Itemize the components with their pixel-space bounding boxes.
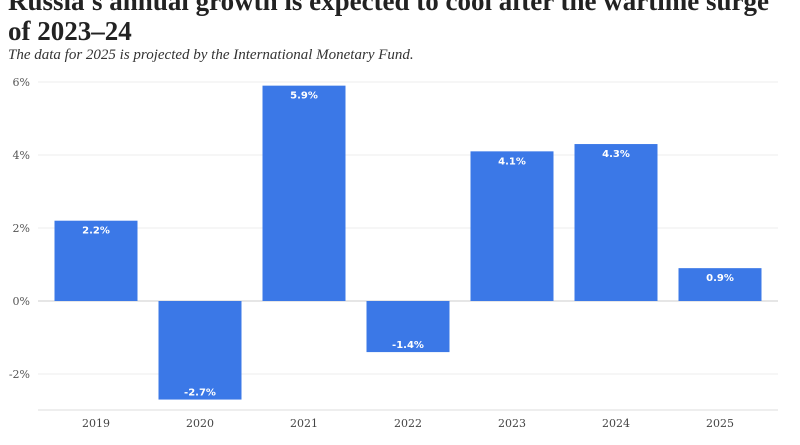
chart-title: Russia's annual growth is expected to co…: [8, 0, 769, 46]
bar: [262, 85, 346, 302]
x-tick-label: 2019: [82, 417, 110, 430]
x-tick-label: 2025: [706, 417, 734, 430]
y-tick-label: 6%: [13, 76, 30, 89]
bar: [158, 301, 242, 400]
data-label: -2.7%: [184, 388, 216, 399]
y-tick-label: 4%: [13, 149, 30, 162]
chart-subtitle: The data for 2025 is projected by the In…: [8, 47, 414, 63]
data-label: 4.1%: [498, 156, 526, 167]
y-tick-label: 0%: [13, 295, 30, 308]
bar: [470, 151, 554, 301]
x-tick-label: 2021: [290, 417, 318, 430]
data-label: 5.9%: [290, 91, 318, 102]
bar: [574, 144, 658, 301]
data-label: -1.4%: [392, 340, 424, 351]
data-label: 2.2%: [82, 226, 110, 237]
y-tick-label: 2%: [13, 222, 30, 235]
data-label: 4.3%: [602, 149, 630, 160]
bar: [678, 268, 762, 301]
bar: [366, 301, 450, 353]
bar: [54, 220, 138, 301]
y-tick-label: -2%: [9, 368, 30, 381]
x-tick-label: 2023: [498, 417, 526, 430]
x-tick-label: 2020: [186, 417, 214, 430]
x-tick-label: 2022: [394, 417, 422, 430]
x-tick-label: 2024: [602, 417, 630, 430]
data-label: 0.9%: [706, 273, 734, 284]
